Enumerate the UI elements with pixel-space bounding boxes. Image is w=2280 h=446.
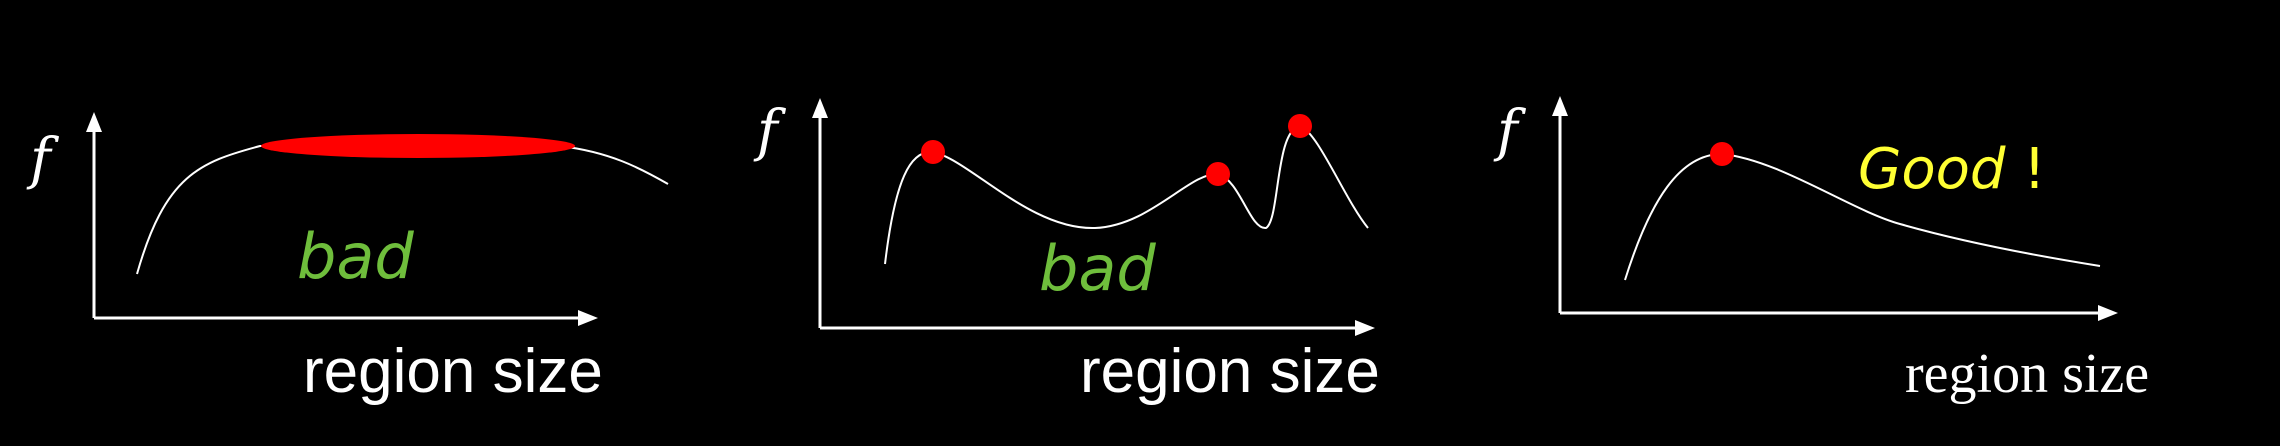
y-axis-arrowhead bbox=[86, 112, 102, 132]
objective-curve bbox=[136, 145, 669, 275]
verdict-label: bad bbox=[1039, 232, 1156, 305]
peak-marker bbox=[1710, 142, 1734, 166]
peak-marker-3 bbox=[1288, 114, 1312, 138]
panel-plateau: f bad region size bbox=[26, 112, 669, 406]
y-axis-label: f bbox=[753, 99, 787, 164]
verdict-word: Good bbox=[1858, 137, 2006, 202]
panel-single-peak: f Good ! region size bbox=[1493, 96, 2149, 405]
x-axis-arrowhead bbox=[1355, 320, 1375, 336]
x-axis-label: region size bbox=[1905, 343, 2149, 405]
verdict-label: Good ! bbox=[1858, 137, 2046, 202]
y-axis-arrowhead bbox=[1552, 96, 1568, 116]
x-axis-label: region size bbox=[303, 337, 603, 406]
x-axis-arrowhead bbox=[2098, 305, 2118, 321]
plateau-marker bbox=[261, 134, 575, 158]
x-axis-label: region size bbox=[1080, 337, 1380, 406]
y-axis-label: f bbox=[1493, 99, 1527, 164]
peak-marker-2 bbox=[1206, 162, 1230, 186]
x-axis-arrowhead bbox=[578, 310, 598, 326]
objective-curve bbox=[1624, 152, 2101, 281]
verdict-label: bad bbox=[297, 220, 414, 293]
panel-multiple-peaks: f bad region size bbox=[753, 98, 1380, 406]
y-axis-arrowhead bbox=[812, 98, 828, 118]
y-axis-label: f bbox=[26, 127, 60, 192]
verdict-exclamation: ! bbox=[2005, 137, 2045, 202]
peak-marker-1 bbox=[921, 140, 945, 164]
